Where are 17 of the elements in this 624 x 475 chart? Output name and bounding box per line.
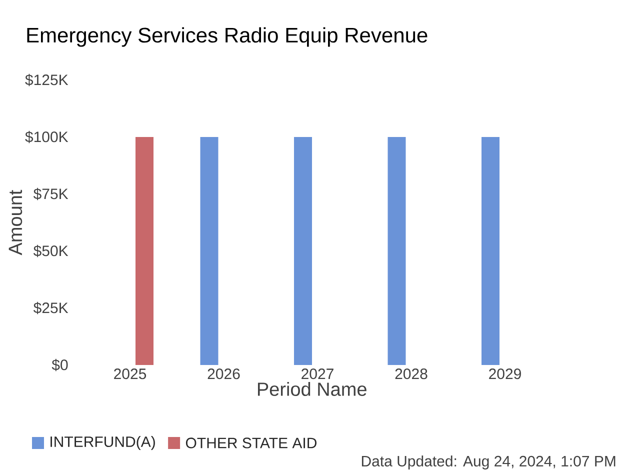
- y-tick-label: $125K: [25, 74, 68, 86]
- x-tick-label: 2025: [114, 368, 146, 380]
- x-tick-label: 2028: [395, 368, 428, 380]
- x-axis-title: Period Name: [258, 382, 366, 396]
- y-tick-label: $75K: [33, 188, 68, 200]
- y-tick-label: $50K: [33, 244, 68, 258]
- legend-label: OTHER STATE AID: [186, 438, 316, 448]
- y-tick-label: $25K: [33, 302, 68, 314]
- x-tick-label: 2029: [489, 368, 521, 380]
- chart-title: Emergency Services Radio Equip Revenue: [27, 27, 428, 47]
- x-tick-label: 2026: [208, 368, 240, 380]
- x-tick-label: 2027: [302, 368, 334, 380]
- text: Data Updated: Aug 24, 2024, 1:07 PM: [362, 455, 616, 470]
- y-axis-title: Amount: [8, 190, 22, 256]
- y-tick-label: $0: [52, 358, 68, 372]
- y-tick-label: $100K: [25, 130, 68, 144]
- legend-label: INTERFUND(A): [50, 436, 155, 450]
